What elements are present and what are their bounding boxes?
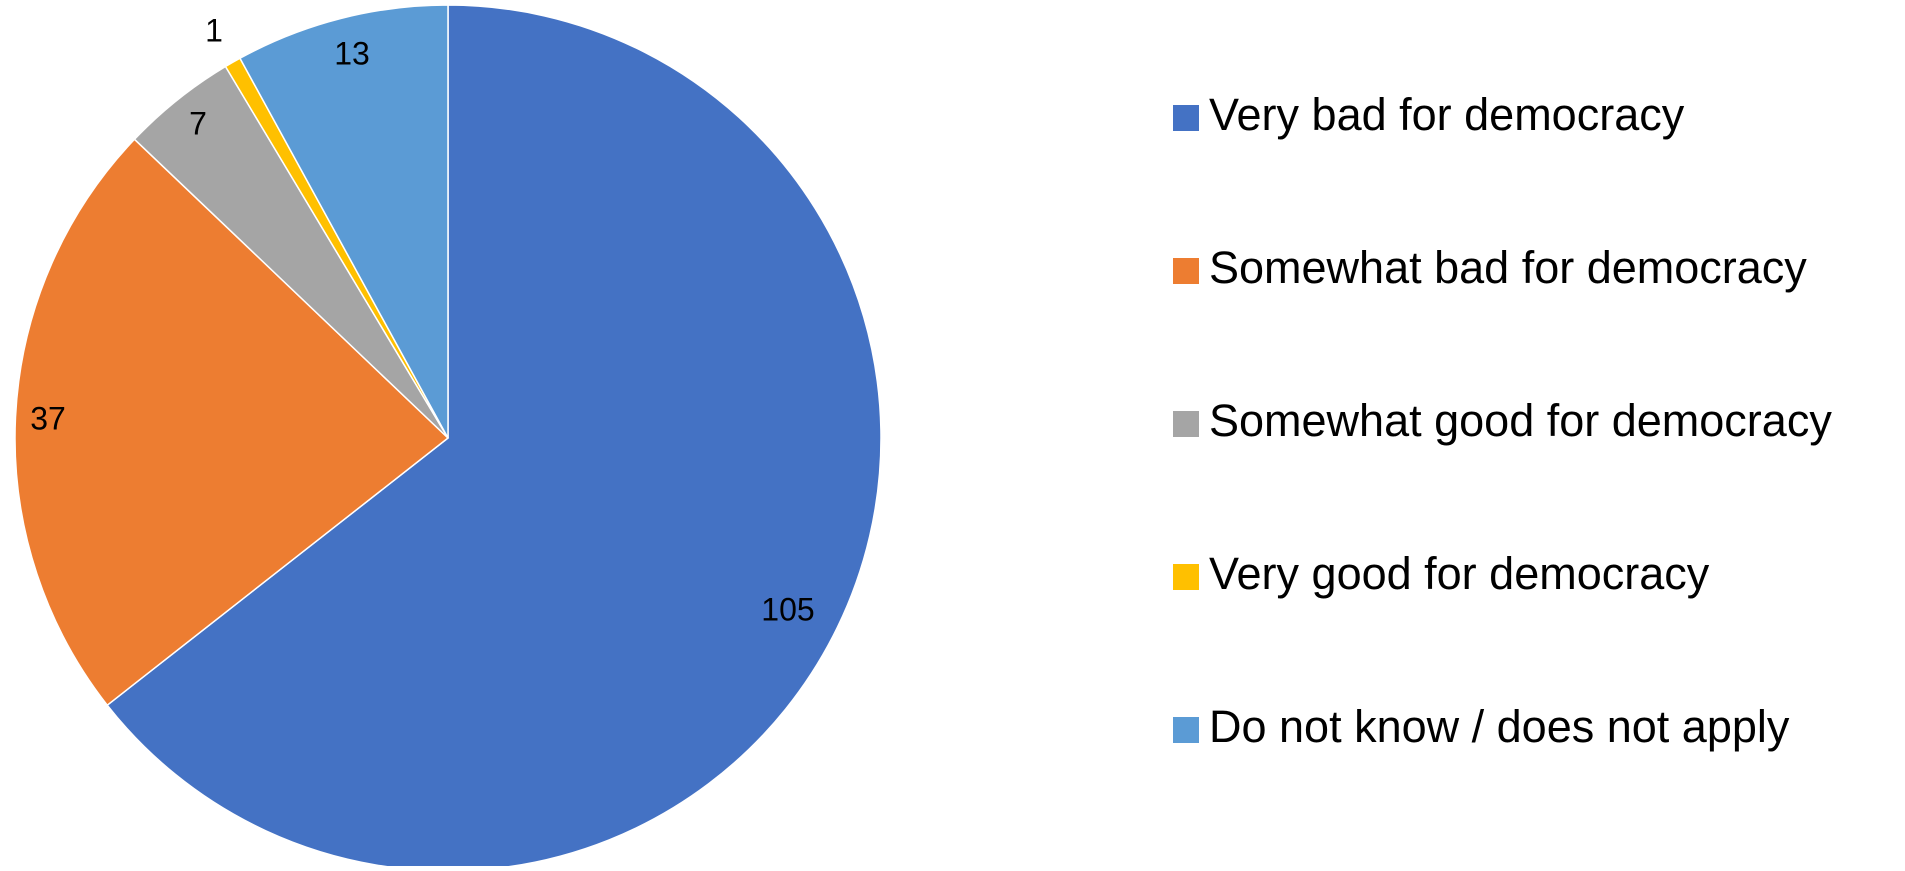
chart-legend: Very bad for democracy Somewhat bad for d… bbox=[1173, 89, 1832, 752]
pie-data-labels: 105 37 7 1 13 bbox=[30, 12, 814, 627]
legend-item-do-not-know-does-not-apply: Do not know / does not apply bbox=[1173, 701, 1790, 752]
pie-slice-very-bad-for-democracy bbox=[106, 4, 882, 871]
legend-swatch-do-not-know-does-not-apply bbox=[1173, 717, 1199, 743]
data-label-somewhat-good-for-democracy: 7 bbox=[189, 105, 207, 141]
legend-label-very-bad-for-democracy: Very bad for democracy bbox=[1209, 89, 1685, 140]
data-label-very-bad-for-democracy: 105 bbox=[761, 591, 814, 627]
data-label-do-not-know-does-not-apply: 13 bbox=[334, 35, 370, 71]
legend-item-very-good-for-democracy: Very good for democracy bbox=[1173, 548, 1710, 599]
legend-label-somewhat-good-for-democracy: Somewhat good for democracy bbox=[1209, 395, 1832, 446]
legend-item-very-bad-for-democracy: Very bad for democracy bbox=[1173, 89, 1685, 140]
legend-item-somewhat-bad-for-democracy: Somewhat bad for democracy bbox=[1173, 242, 1807, 293]
legend-label-do-not-know-does-not-apply: Do not know / does not apply bbox=[1209, 701, 1790, 752]
legend-swatch-somewhat-bad-for-democracy bbox=[1173, 258, 1199, 284]
legend-swatch-very-bad-for-democracy bbox=[1173, 105, 1199, 131]
data-label-somewhat-bad-for-democracy: 37 bbox=[30, 400, 66, 436]
legend-swatch-very-good-for-democracy bbox=[1173, 564, 1199, 590]
legend-label-somewhat-bad-for-democracy: Somewhat bad for democracy bbox=[1209, 242, 1807, 293]
pie-slice-do-not-know-does-not-apply bbox=[238, 4, 449, 439]
pie-slices bbox=[14, 4, 882, 871]
legend-label-very-good-for-democracy: Very good for democracy bbox=[1209, 548, 1710, 599]
legend-item-somewhat-good-for-democracy: Somewhat good for democracy bbox=[1173, 395, 1832, 446]
pie-slice-somewhat-bad-for-democracy bbox=[14, 138, 450, 707]
legend-swatch-somewhat-good-for-democracy bbox=[1173, 411, 1199, 437]
data-label-very-good-for-democracy: 1 bbox=[205, 12, 223, 48]
